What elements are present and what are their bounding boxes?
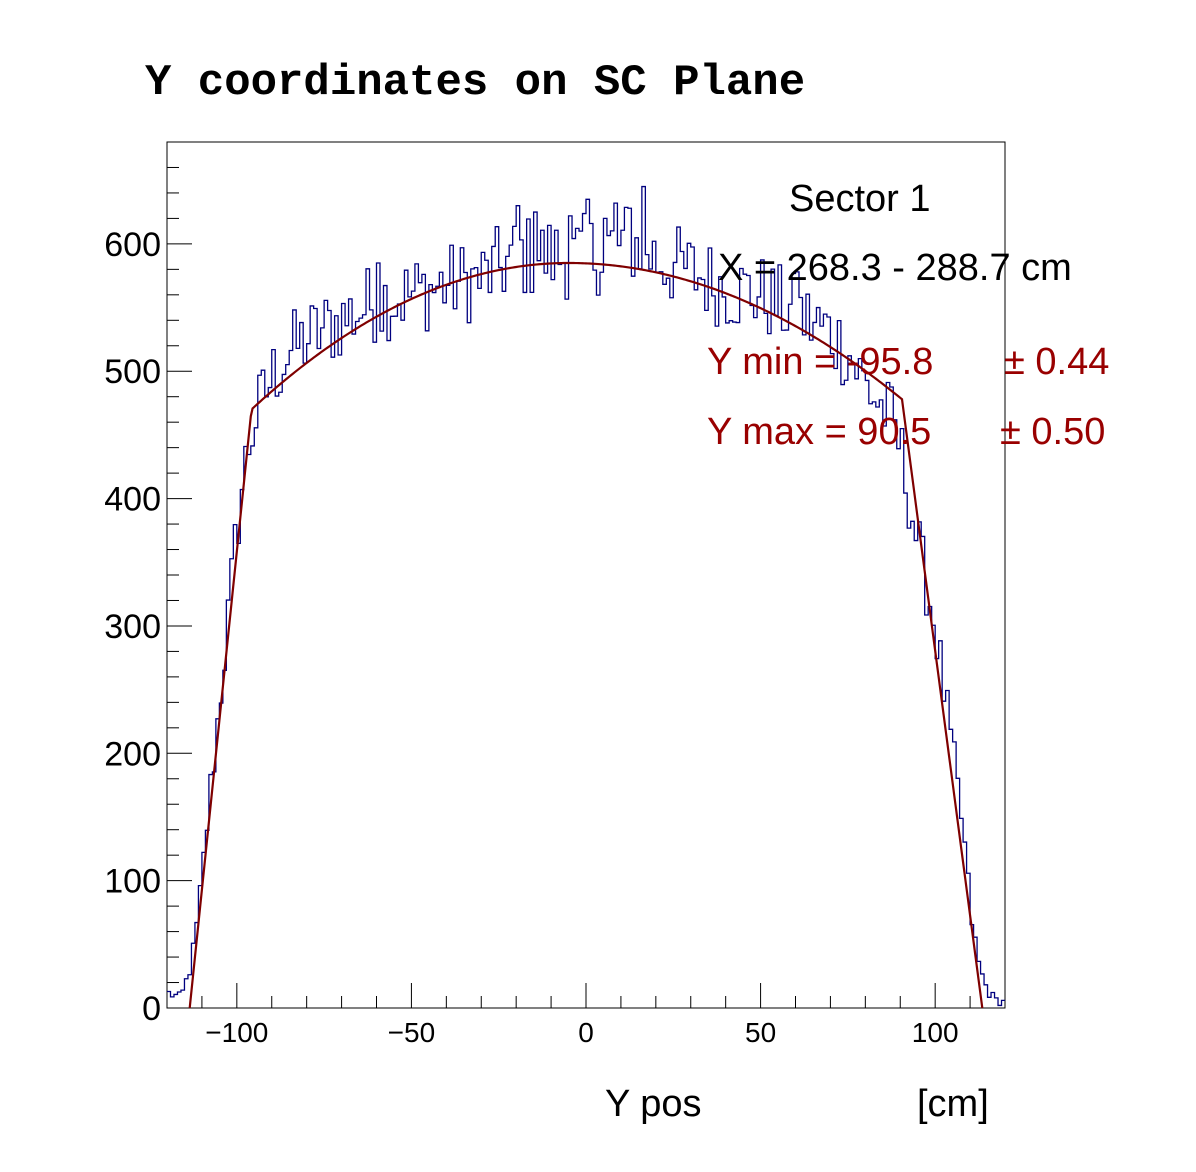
y-tick-label: 200 [104, 735, 161, 773]
y-tick-label: 500 [104, 353, 161, 391]
stat-x-range: X = 268.3 - 288.7 cm [718, 247, 1072, 289]
stat-ymax-error: ± 0.50 [1000, 411, 1105, 453]
histogram-series [167, 185, 1005, 1007]
x-tick-label: 50 [745, 1017, 776, 1048]
x-axis-title: Y pos [605, 1083, 701, 1125]
chart-title: Y coordinates on SC Plane [145, 58, 805, 108]
stat-ymin: Y min = -95.8 [707, 341, 933, 383]
y-axis: 0 100 200 300 400 500 600 [104, 141, 192, 1028]
y-tick-label: 0 [142, 990, 161, 1028]
y-tick-label: 300 [104, 608, 161, 646]
stat-ymin-error: ± 0.44 [1004, 341, 1109, 383]
y-tick-label: 100 [104, 863, 161, 901]
x-tick-label: −100 [205, 1017, 268, 1048]
stat-sector: Sector 1 [789, 178, 931, 220]
x-tick-label: 100 [912, 1017, 959, 1048]
fit-curve [188, 261, 984, 1009]
x-tick-label: 0 [578, 1017, 594, 1048]
stat-ymax: Y max = 90.5 [707, 411, 931, 453]
x-axis-unit: [cm] [917, 1083, 989, 1125]
x-axis: −100 −50 0 50 100 [166, 983, 1006, 1048]
x-tick-label: −50 [388, 1017, 436, 1048]
y-tick-label: 400 [104, 481, 161, 519]
y-tick-label: 600 [104, 226, 161, 264]
